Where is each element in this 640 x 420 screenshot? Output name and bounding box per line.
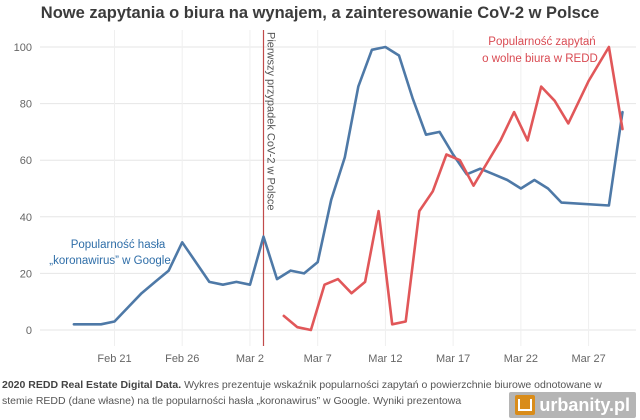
footer-text-2: stemie REDD (dane własne) na tle popular… (2, 395, 462, 407)
watermark: urbanity.pl (509, 392, 636, 418)
google-trend-line (72, 45, 624, 326)
watermark-text: urbanity.pl (539, 394, 630, 415)
redd-inquiries-line (282, 45, 624, 332)
x-tick-label: Feb 21 (97, 353, 131, 365)
chart-title: Nowe zapytania o biura na wynajem, a zai… (40, 4, 600, 22)
grid (40, 30, 636, 346)
y-tick-label: 20 (20, 268, 32, 280)
x-tick-label: Mar 17 (436, 353, 470, 365)
annotations: Popularność hasła „koronawirus” w Google… (49, 36, 598, 267)
x-tick-label: Mar 7 (304, 353, 332, 365)
footer-source: 2020 REDD Real Estate Digital Data. (2, 379, 182, 391)
y-axis: 0 20 40 60 80 100 (14, 42, 32, 337)
x-tick-label: Mar 22 (504, 353, 538, 365)
y-tick-label: 100 (14, 42, 32, 54)
x-tick-label: Mar 12 (368, 353, 402, 365)
y-tick-label: 60 (20, 155, 32, 167)
x-tick-label: Feb 26 (165, 353, 199, 365)
footer-text-1: Wykres prezentuje wskaźnik popularności … (181, 379, 602, 391)
y-tick-label: 40 (20, 212, 32, 224)
event-marker: Pierwszy przypadek CoV-2 w Polsce (262, 30, 277, 346)
first-case-label: Pierwszy przypadek CoV-2 w Polsce (265, 32, 277, 211)
x-axis: Feb 21 Feb 26 Mar 2 Mar 7 Mar 12 Mar 17 Mar 22… (97, 353, 605, 365)
y-tick-label: 80 (20, 99, 32, 111)
y-tick-label: 0 (26, 325, 32, 337)
urbanity-logo-icon (515, 395, 536, 415)
footer-note: 2020 REDD Real Estate Digital Data. Wykr… (2, 377, 638, 409)
x-tick-label: Mar 2 (236, 353, 264, 365)
blue-annotation-line2: „koronawirus” w Google (49, 255, 170, 267)
series-lines (72, 45, 624, 332)
x-tick-label: Mar 27 (571, 353, 605, 365)
blue-annotation-line1: Popularność hasła (71, 239, 166, 251)
red-annotation-line1: Popularność zapytań (488, 36, 595, 48)
red-annotation-line2: o wolne biura w REDD (482, 53, 598, 65)
